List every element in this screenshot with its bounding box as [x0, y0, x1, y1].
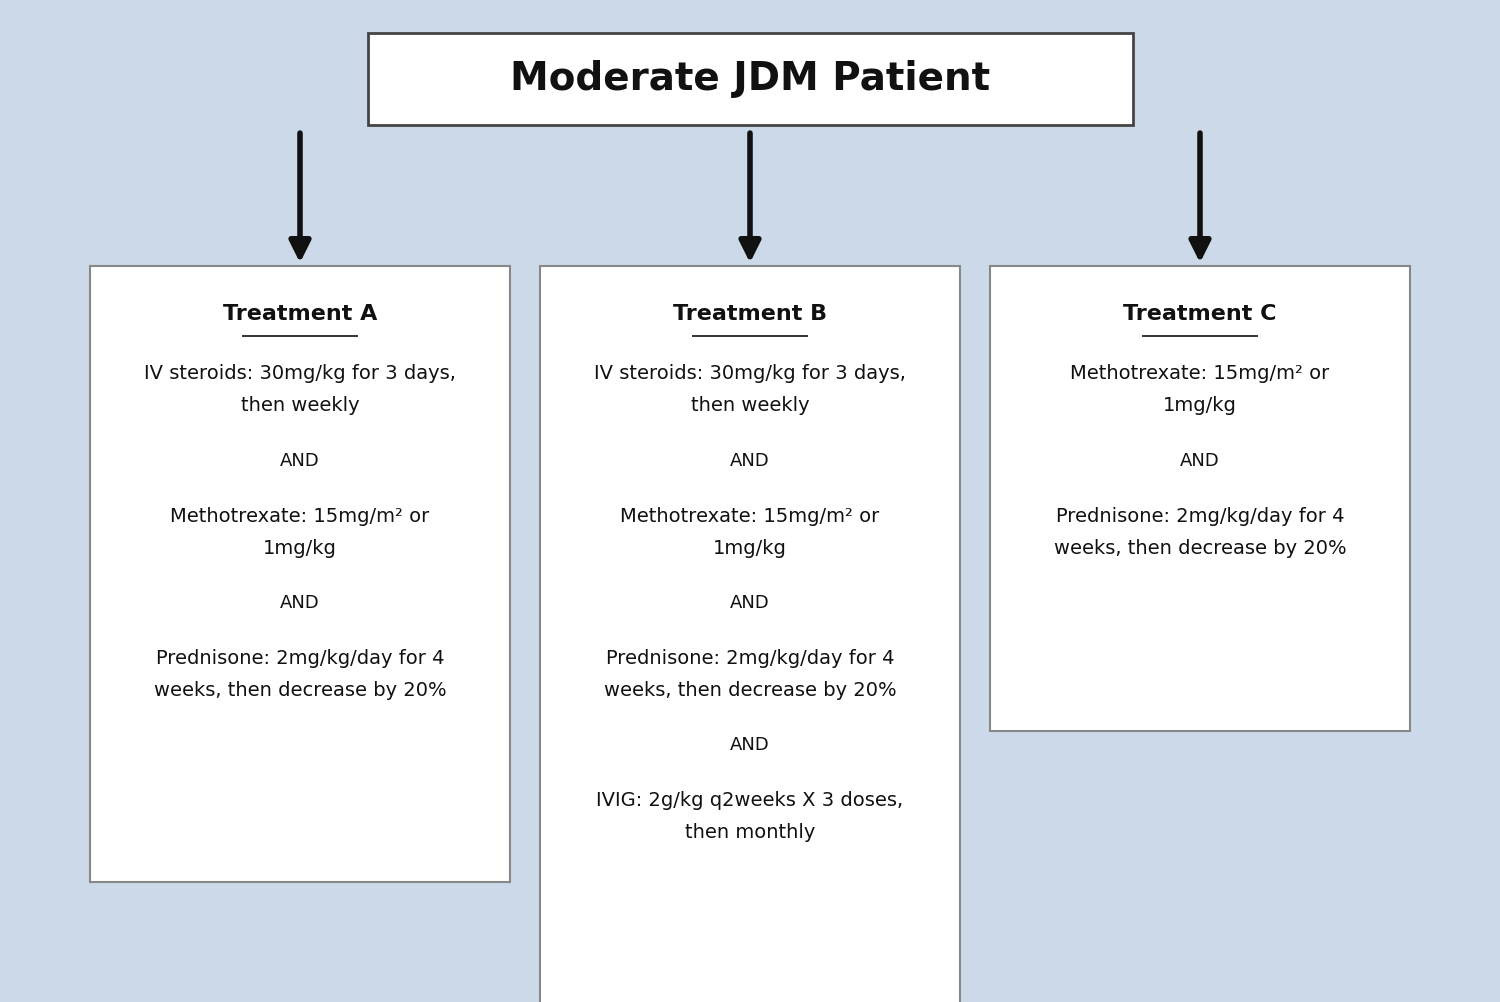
Text: Methotrexate: 15mg/m² or: Methotrexate: 15mg/m² or	[621, 507, 879, 525]
Text: then weekly: then weekly	[690, 397, 810, 415]
Text: then weekly: then weekly	[240, 397, 360, 415]
Text: AND: AND	[730, 452, 770, 470]
Text: weeks, then decrease by 20%: weeks, then decrease by 20%	[603, 681, 897, 699]
Text: Treatment A: Treatment A	[224, 304, 376, 324]
Text: AND: AND	[730, 594, 770, 612]
Text: Prednisone: 2mg/kg/day for 4: Prednisone: 2mg/kg/day for 4	[606, 649, 894, 667]
Text: 1mg/kg: 1mg/kg	[1162, 397, 1238, 415]
FancyBboxPatch shape	[368, 33, 1132, 125]
Text: Prednisone: 2mg/kg/day for 4: Prednisone: 2mg/kg/day for 4	[1056, 507, 1344, 525]
Text: weeks, then decrease by 20%: weeks, then decrease by 20%	[153, 681, 447, 699]
Text: IV steroids: 30mg/kg for 3 days,: IV steroids: 30mg/kg for 3 days,	[144, 365, 456, 383]
Text: then monthly: then monthly	[686, 824, 814, 842]
Text: AND: AND	[1180, 452, 1219, 470]
Text: Methotrexate: 15mg/m² or: Methotrexate: 15mg/m² or	[171, 507, 429, 525]
Text: Treatment C: Treatment C	[1124, 304, 1276, 324]
Text: Moderate JDM Patient: Moderate JDM Patient	[510, 60, 990, 98]
Text: IVIG: 2g/kg q2weeks X 3 doses,: IVIG: 2g/kg q2weeks X 3 doses,	[597, 792, 903, 810]
Text: AND: AND	[730, 736, 770, 755]
FancyBboxPatch shape	[540, 266, 960, 1002]
FancyBboxPatch shape	[90, 266, 510, 882]
Text: 1mg/kg: 1mg/kg	[712, 539, 788, 557]
FancyBboxPatch shape	[990, 266, 1410, 731]
Text: AND: AND	[280, 594, 320, 612]
Text: 1mg/kg: 1mg/kg	[262, 539, 338, 557]
Text: Prednisone: 2mg/kg/day for 4: Prednisone: 2mg/kg/day for 4	[156, 649, 444, 667]
Text: AND: AND	[280, 452, 320, 470]
Text: weeks, then decrease by 20%: weeks, then decrease by 20%	[1053, 539, 1347, 557]
Text: Methotrexate: 15mg/m² or: Methotrexate: 15mg/m² or	[1071, 365, 1329, 383]
Text: Treatment B: Treatment B	[674, 304, 826, 324]
Text: IV steroids: 30mg/kg for 3 days,: IV steroids: 30mg/kg for 3 days,	[594, 365, 906, 383]
